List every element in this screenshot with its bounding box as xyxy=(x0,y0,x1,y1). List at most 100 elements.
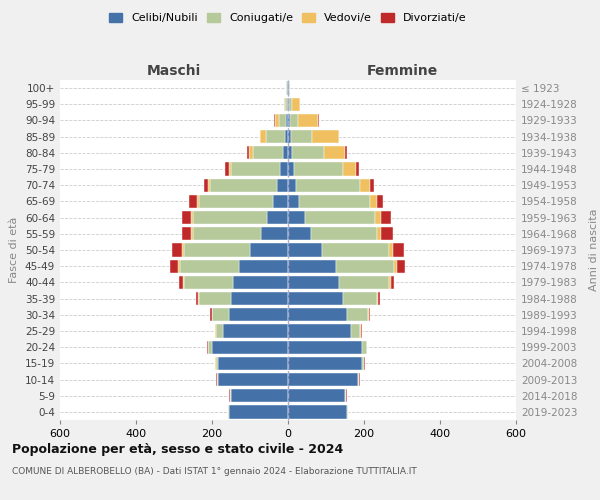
Bar xyxy=(218,373,288,386)
Y-axis label: Fasce di età: Fasce di età xyxy=(10,217,19,283)
Bar xyxy=(179,276,183,289)
Bar xyxy=(231,389,288,402)
Bar xyxy=(389,276,391,289)
Bar xyxy=(392,244,404,256)
Bar xyxy=(296,178,360,192)
Bar xyxy=(247,146,249,160)
Bar xyxy=(288,146,292,160)
Bar xyxy=(274,114,275,127)
Bar xyxy=(288,114,290,127)
Bar xyxy=(266,130,285,143)
Bar xyxy=(233,276,288,289)
Bar xyxy=(288,98,289,111)
Y-axis label: Anni di nascita: Anni di nascita xyxy=(589,208,599,291)
Bar xyxy=(211,308,212,322)
Bar xyxy=(280,162,288,175)
Bar xyxy=(278,114,286,127)
Bar xyxy=(347,308,368,322)
Bar xyxy=(218,356,288,370)
Bar xyxy=(205,178,208,192)
Bar xyxy=(394,260,397,273)
Bar xyxy=(288,130,291,143)
Bar xyxy=(288,195,299,208)
Bar xyxy=(277,178,288,192)
Bar xyxy=(193,211,267,224)
Bar xyxy=(283,146,288,160)
Bar xyxy=(212,340,288,354)
Bar xyxy=(345,389,346,402)
Bar xyxy=(362,356,364,370)
Bar xyxy=(345,146,347,160)
Bar xyxy=(305,211,376,224)
Bar xyxy=(377,292,379,305)
Bar xyxy=(231,292,288,305)
Bar xyxy=(324,146,345,160)
Bar xyxy=(253,146,283,160)
Bar xyxy=(193,227,262,240)
Bar xyxy=(360,178,370,192)
Bar xyxy=(196,292,198,305)
Bar xyxy=(358,373,359,386)
Bar xyxy=(288,324,350,338)
Bar xyxy=(350,324,360,338)
Bar xyxy=(229,308,288,322)
Bar xyxy=(322,244,389,256)
Bar xyxy=(370,195,377,208)
Bar xyxy=(356,162,359,175)
Bar xyxy=(311,227,377,240)
Bar xyxy=(217,373,218,386)
Bar xyxy=(294,162,343,175)
Bar xyxy=(262,227,288,240)
Bar xyxy=(368,308,370,322)
Bar xyxy=(197,195,199,208)
Bar xyxy=(287,82,288,94)
Bar xyxy=(172,244,182,256)
Bar xyxy=(288,244,322,256)
Text: Maschi: Maschi xyxy=(147,64,201,78)
Bar xyxy=(229,162,231,175)
Bar xyxy=(288,340,362,354)
Bar xyxy=(292,146,324,160)
Bar xyxy=(284,98,286,111)
Bar xyxy=(267,211,288,224)
Bar xyxy=(208,178,210,192)
Bar xyxy=(183,276,184,289)
Bar xyxy=(288,308,347,322)
Bar xyxy=(275,114,278,127)
Legend: Celibi/Nubili, Coniugati/e, Vedovi/e, Divorziati/e: Celibi/Nubili, Coniugati/e, Vedovi/e, Di… xyxy=(105,8,471,28)
Text: Popolazione per età, sesso e stato civile - 2024: Popolazione per età, sesso e stato civil… xyxy=(12,442,343,456)
Bar xyxy=(288,373,358,386)
Bar xyxy=(298,114,319,127)
Bar xyxy=(288,82,289,94)
Bar xyxy=(170,260,178,273)
Bar xyxy=(286,82,287,94)
Bar xyxy=(216,324,223,338)
Bar xyxy=(343,162,356,175)
Bar xyxy=(288,389,345,402)
Bar xyxy=(287,98,288,111)
Bar xyxy=(199,195,273,208)
Bar xyxy=(289,98,292,111)
Bar xyxy=(379,292,380,305)
Bar xyxy=(191,211,193,224)
Bar xyxy=(230,389,231,402)
Bar xyxy=(288,406,347,418)
Bar xyxy=(239,260,288,273)
Bar xyxy=(249,146,253,160)
Bar xyxy=(184,276,233,289)
Bar xyxy=(229,406,288,418)
Bar xyxy=(370,178,373,192)
Bar xyxy=(285,130,288,143)
Bar xyxy=(335,260,394,273)
Bar xyxy=(361,324,362,338)
Bar xyxy=(178,260,180,273)
Bar xyxy=(362,340,367,354)
Bar xyxy=(198,292,199,305)
Bar xyxy=(212,308,229,322)
Bar xyxy=(291,130,312,143)
Bar xyxy=(250,244,288,256)
Bar xyxy=(226,162,229,175)
Bar xyxy=(288,227,311,240)
Bar xyxy=(286,114,288,127)
Bar xyxy=(391,276,394,289)
